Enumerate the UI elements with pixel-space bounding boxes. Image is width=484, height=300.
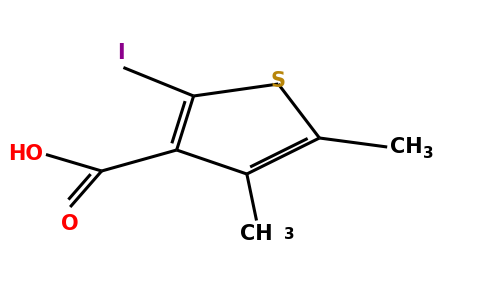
Text: S: S — [271, 71, 286, 91]
Text: O: O — [61, 214, 79, 235]
Text: 3: 3 — [423, 146, 433, 161]
Text: 3: 3 — [284, 227, 295, 242]
Text: CH: CH — [390, 137, 422, 157]
Text: HO: HO — [9, 145, 44, 164]
Text: I: I — [117, 43, 125, 63]
Text: CH: CH — [240, 224, 273, 244]
